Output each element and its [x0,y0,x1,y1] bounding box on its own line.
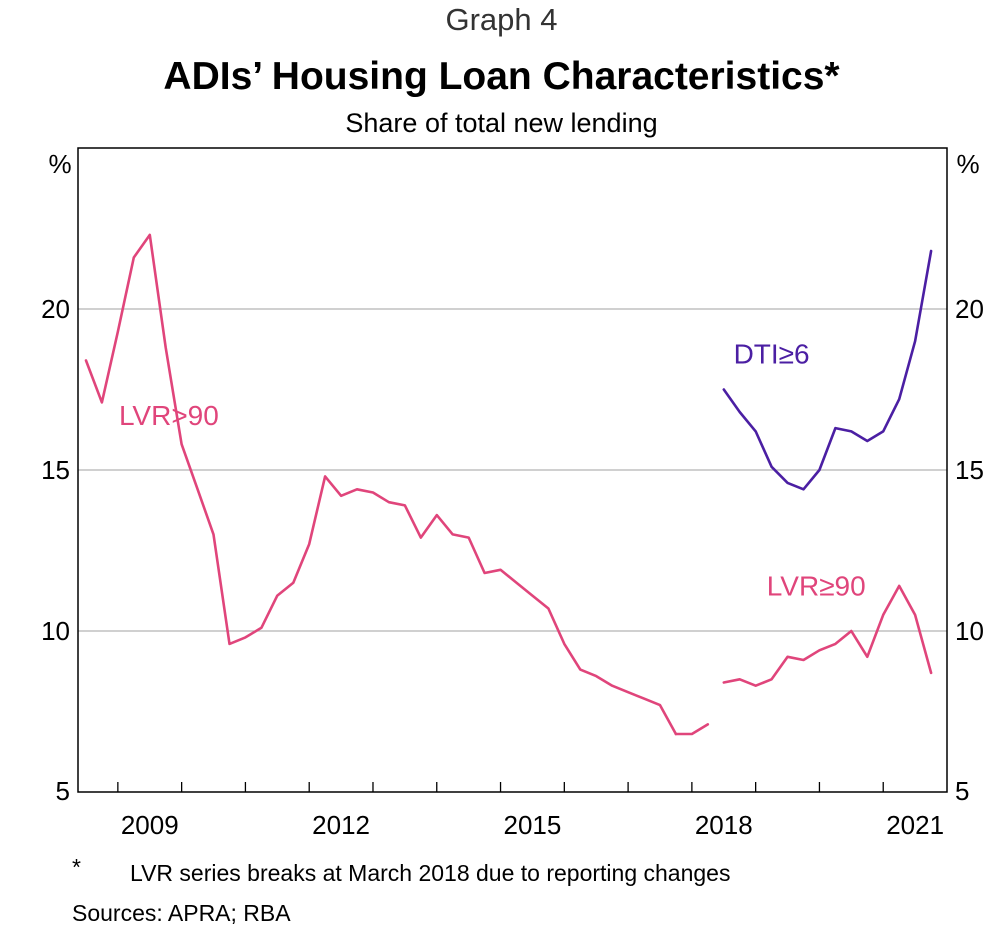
x-tick-label: 2012 [312,810,370,840]
y-tick-label-left: 5 [56,776,70,806]
x-tick-label: 2015 [504,810,562,840]
graph-number: Graph 4 [445,2,558,37]
series-line [722,584,933,688]
footnote-marker: * [72,854,81,880]
y-tick-label-right: 10 [955,616,984,646]
series-label: LVR≥90 [767,571,866,602]
axis-labels: 5 5 10 10 15 15 20 20% % 2009 2012 2015 2018 2021 LVR>… [41,149,984,840]
y-tick-label-left: 10 [41,616,70,646]
y-tick-label-left: 15 [41,455,70,485]
y-tick-label-left: 20 [41,294,70,324]
series-line [84,233,678,736]
y-axis-unit-right: % [956,149,979,179]
footnote-text: LVR series breaks at March 2018 due to r… [130,860,731,886]
y-tick-label-right: 5 [955,776,969,806]
x-tick-label: 2018 [695,810,753,840]
axis-ticks [117,782,884,792]
y-tick-label-right: 20 [955,294,984,324]
y-axis-unit-left: % [48,149,71,179]
series-line [674,723,710,736]
chart-subtitle: Share of total new lending [345,108,658,138]
x-tick-label: 2021 [886,810,944,840]
series-lines [84,233,933,736]
y-tick-label-right: 15 [955,455,984,485]
gridlines [78,308,947,632]
plot-frame [77,147,948,793]
x-tick-label: 2009 [121,810,179,840]
series-line [722,249,933,491]
chart-title: ADIs’ Housing Loan Characteristics* [163,55,840,98]
sources: Sources: APRA; RBA [72,900,291,926]
series-label: LVR>90 [119,400,219,431]
series-label: DTI≥6 [734,339,810,370]
